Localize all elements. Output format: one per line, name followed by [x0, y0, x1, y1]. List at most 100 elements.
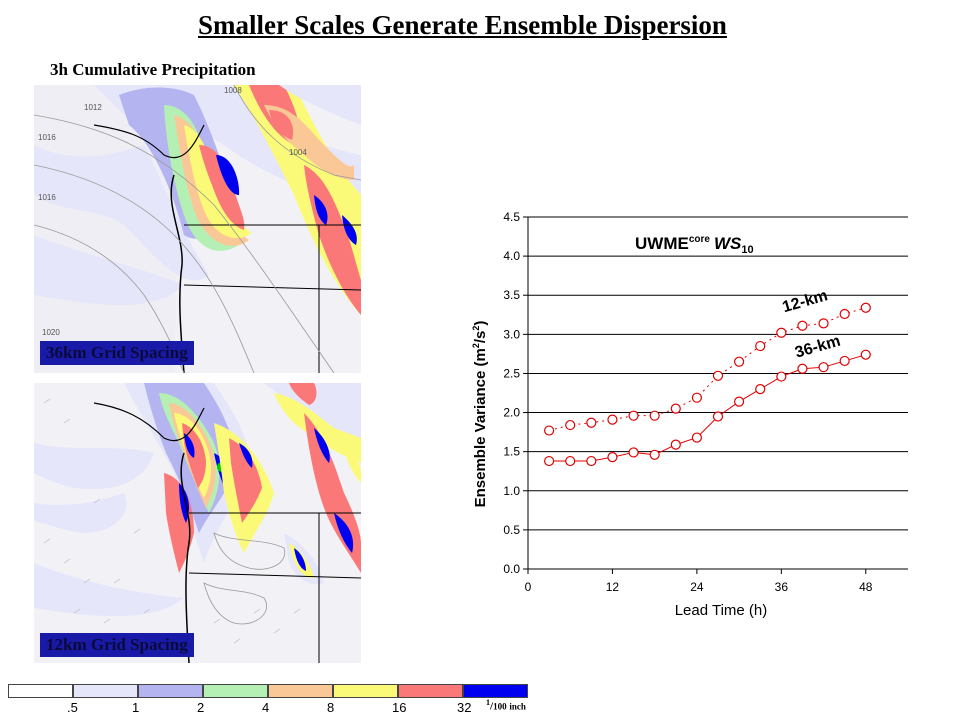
data-point [860, 349, 871, 360]
data-point [712, 370, 724, 381]
legend-swatch [268, 684, 333, 698]
x-tick-label: 12 [606, 580, 620, 594]
data-point [776, 327, 787, 338]
data-point [649, 410, 660, 421]
x-tick-label: 0 [525, 580, 532, 594]
legend-swatch [8, 684, 73, 698]
map-subtitle: 3h Cumulative Precipitation [50, 60, 256, 79]
data-point [818, 362, 829, 373]
data-point [818, 318, 829, 329]
legend-unit-numerator: 1 [486, 698, 490, 707]
data-point [649, 449, 660, 460]
legend-swatch [73, 684, 138, 698]
y-tick-label: 1.0 [503, 484, 520, 498]
data-point [628, 447, 639, 458]
map-label-36km: 36km Grid Spacing [40, 341, 194, 365]
legend-level-label: 16 [392, 700, 407, 715]
legend-level-label: .5 [67, 700, 78, 715]
series-label: 36-km [793, 333, 842, 362]
y-tick-labels: 0.0 0.5 1.0 1.5 2.0 2.5 3.0 3.5 4.0 4.5 [503, 210, 520, 576]
y-axis-label-main: Ensemble Variance (m [472, 348, 489, 507]
legend-unit-denominator: 100 [493, 701, 507, 712]
legend-level-label: 32 [457, 700, 472, 715]
x-tick-label: 48 [859, 580, 873, 594]
data-point [586, 417, 597, 428]
y-tick-label: 3.5 [503, 288, 520, 302]
data-point [691, 432, 702, 443]
chart-title: UWMEcore WS10 [635, 234, 754, 256]
legend-swatch [203, 684, 268, 698]
data-point [628, 410, 639, 421]
x-tick-labels: 0 12 24 36 48 [525, 580, 873, 594]
page-title: Smaller Scales Generate Ensemble Dispers… [198, 10, 727, 40]
data-point [734, 356, 745, 367]
y-tick-label: 4.5 [503, 210, 520, 224]
legend-level-label: 8 [327, 700, 335, 715]
y-tick-label: 4.0 [503, 249, 520, 263]
y-axis-label: Ensemble Variance (m2/s2) [471, 321, 489, 508]
chart-title-sub: 10 [741, 244, 753, 256]
y-axis-label-mid: /s [472, 331, 489, 344]
data-point [776, 371, 787, 382]
data-point [755, 340, 766, 352]
data-point [797, 363, 808, 374]
isobar-labels: 1016 1016 1012 1008 1004 1020 [38, 86, 307, 337]
data-point [670, 439, 681, 450]
legend-swatch [463, 684, 528, 698]
legend-level-label: 2 [197, 700, 205, 715]
y-tick-label: 0.5 [503, 523, 520, 537]
precip-map-36km: 1016 1016 1012 1008 1004 1020 36km Grid … [34, 85, 361, 373]
y-tick-label: 1.5 [503, 445, 520, 459]
precip-map-12km: 12km Grid Spacing [34, 383, 361, 663]
chart-title-main: UWME [635, 234, 689, 253]
ensemble-variance-chart: 0.0 0.5 1.0 1.5 2.0 2.5 3.0 3.5 4.0 4.5 0 12 24 36 48… [471, 210, 908, 619]
y-tick-label: 2.5 [503, 366, 520, 380]
legend-unit-word: inch [509, 701, 526, 712]
data-point [607, 414, 618, 425]
x-axis-label: Lead Time (h) [675, 602, 768, 619]
y-tick-label: 3.0 [503, 327, 520, 341]
isobar-label: 1016 [38, 133, 56, 142]
data-point [839, 355, 850, 367]
data-point [691, 392, 702, 403]
data-point [839, 308, 850, 320]
legend-swatch [138, 684, 203, 698]
data-point [586, 455, 597, 467]
data-point [755, 383, 766, 395]
legend-level-label: 1 [132, 700, 140, 715]
data-point [670, 403, 681, 414]
y-tick-label: 0.0 [503, 562, 520, 576]
data-point [860, 302, 871, 313]
y-axis-label-sup1: 2 [471, 343, 481, 348]
series-labels: 12-km 36-km [781, 287, 843, 361]
isobar-label: 1008 [224, 86, 242, 95]
series-line-12-km [548, 307, 866, 432]
data-point [565, 455, 576, 467]
series-label: 12-km [781, 287, 830, 316]
x-tick-label: 24 [690, 580, 704, 594]
isobar-label: 1016 [38, 193, 56, 202]
isobar-label: 1004 [289, 148, 307, 157]
precip-map-12km-graphic [34, 383, 361, 663]
data-point [797, 320, 808, 331]
isobar-label: 1020 [42, 328, 60, 337]
map-label-12km: 12km Grid Spacing [40, 633, 194, 657]
y-tick-label: 2.0 [503, 406, 520, 420]
chart-title-italic: WS [714, 234, 742, 253]
data-point [607, 452, 618, 463]
y-axis-label-sup2: 2 [471, 326, 481, 331]
data-point [734, 396, 745, 407]
legend-unit: 1/100 inch [486, 698, 526, 713]
chart-axes [523, 216, 908, 574]
legend-swatch [398, 684, 463, 698]
legend-level-label: 4 [262, 700, 270, 715]
chart-title-sup: core [689, 234, 711, 245]
chart-series [544, 302, 871, 467]
data-point [565, 419, 576, 431]
x-tick-label: 36 [775, 580, 789, 594]
data-point [544, 455, 555, 467]
data-point [712, 411, 724, 422]
data-point [544, 425, 555, 436]
series-line-36-km [549, 354, 866, 462]
y-axis-label-end: ) [472, 321, 489, 326]
